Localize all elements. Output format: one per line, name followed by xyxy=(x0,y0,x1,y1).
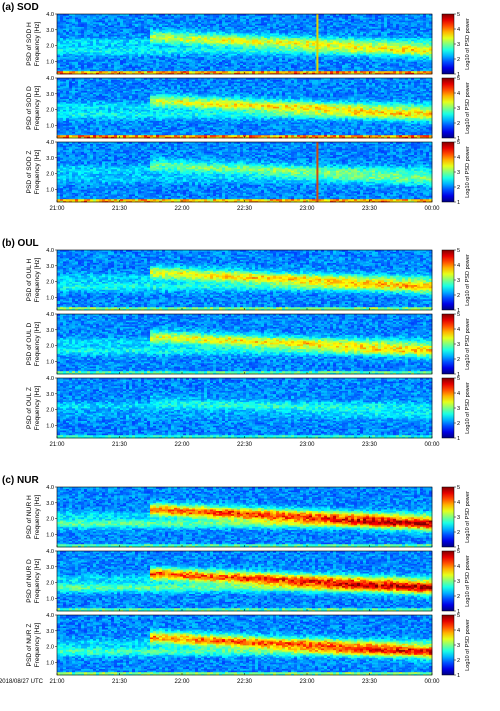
group-title: (a) SOD xyxy=(2,2,39,13)
